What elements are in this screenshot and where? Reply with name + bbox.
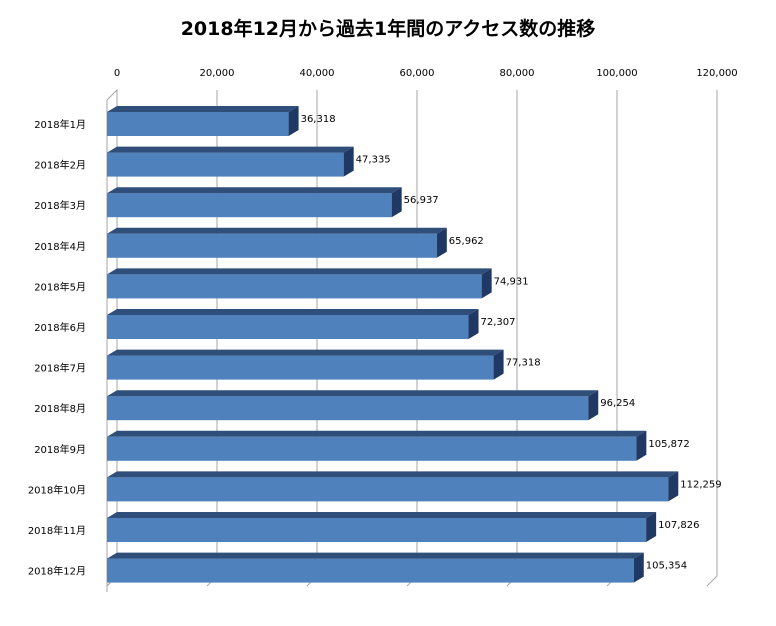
- x-tick-label: 80,000: [500, 68, 535, 79]
- bar-top: [107, 430, 647, 437]
- x-tick-label: 120,000: [696, 68, 737, 79]
- bar: [107, 233, 437, 258]
- category-labels: 2018年1月 2018年2月 2018年3月 2018年4月 2018年5月 2018年…: [28, 118, 86, 578]
- bar-top: [107, 146, 354, 153]
- category-label: 2018年5月: [34, 280, 86, 293]
- bar: [107, 436, 637, 461]
- data-label: 105,354: [646, 561, 687, 572]
- bar-side: [636, 430, 647, 461]
- bar: [107, 193, 392, 218]
- bar-side: [646, 512, 657, 542]
- bar-side: [391, 187, 402, 218]
- x-tick-label: 20,000: [200, 68, 235, 79]
- category-label: 2018年7月: [34, 362, 86, 375]
- bar-side: [493, 349, 504, 380]
- data-label: 112,259: [680, 479, 721, 490]
- x-tick-label: 0: [114, 68, 120, 79]
- bar-side: [288, 106, 299, 136]
- x-tick-label: 60,000: [400, 68, 435, 79]
- data-label: 96,254: [600, 398, 635, 409]
- bar-top: [107, 471, 679, 478]
- x-tick-label: 100,000: [596, 68, 637, 79]
- bars: [107, 106, 679, 583]
- bar: [107, 152, 344, 177]
- bar-side: [468, 309, 479, 339]
- chart-title: 2018年12月から過去1年間のアクセス数の推移: [180, 18, 596, 40]
- bar-top: [107, 390, 599, 397]
- bar-top: [107, 187, 402, 194]
- category-label: 2018年12月: [28, 565, 86, 578]
- bar-top: [107, 512, 657, 518]
- category-label: 2018年6月: [34, 321, 86, 334]
- category-label: 2018年1月: [34, 118, 86, 131]
- data-label: 56,937: [404, 195, 439, 206]
- bar-top: [107, 349, 504, 356]
- bar-top: [107, 227, 447, 234]
- bar-side: [481, 268, 492, 299]
- category-label: 2018年8月: [34, 402, 86, 415]
- category-label: 2018年2月: [34, 159, 86, 172]
- data-labels: 36,318 47,335 56,937 65,962 74,931 72,307 77,3…: [301, 114, 722, 572]
- bar: [107, 112, 289, 136]
- bar-side: [343, 146, 354, 177]
- bar-side: [436, 227, 447, 258]
- bar-side: [588, 390, 599, 421]
- data-label: 72,307: [481, 317, 516, 328]
- bar-top: [107, 268, 492, 275]
- data-label: 65,962: [449, 236, 484, 247]
- category-label: 2018年9月: [34, 443, 86, 456]
- bar: [107, 477, 669, 502]
- category-label: 2018年11月: [28, 524, 86, 537]
- category-label: 2018年10月: [28, 483, 86, 496]
- x-tick-labels: 0 20,000 40,000 60,000 80,000 100,000 120,000: [114, 68, 738, 79]
- bar: [107, 558, 634, 583]
- data-label: 77,318: [506, 358, 541, 369]
- bar: [107, 396, 589, 421]
- bar: [107, 518, 647, 542]
- bar: [107, 274, 482, 299]
- category-label: 2018年3月: [34, 199, 86, 212]
- floor-line: [706, 575, 718, 587]
- bar-side: [668, 471, 679, 502]
- bar-top: [107, 552, 644, 559]
- bar: [107, 355, 494, 380]
- bar-side: [633, 552, 644, 583]
- data-label: 105,872: [648, 439, 689, 450]
- bar: [107, 315, 469, 339]
- data-label: 47,335: [356, 155, 391, 166]
- data-label: 74,931: [494, 276, 529, 287]
- data-label: 36,318: [301, 114, 336, 125]
- category-label: 2018年4月: [34, 240, 86, 253]
- x-tick-label: 40,000: [300, 68, 335, 79]
- data-label: 107,826: [658, 520, 699, 531]
- bar-top: [107, 309, 479, 315]
- bar-top: [107, 106, 299, 112]
